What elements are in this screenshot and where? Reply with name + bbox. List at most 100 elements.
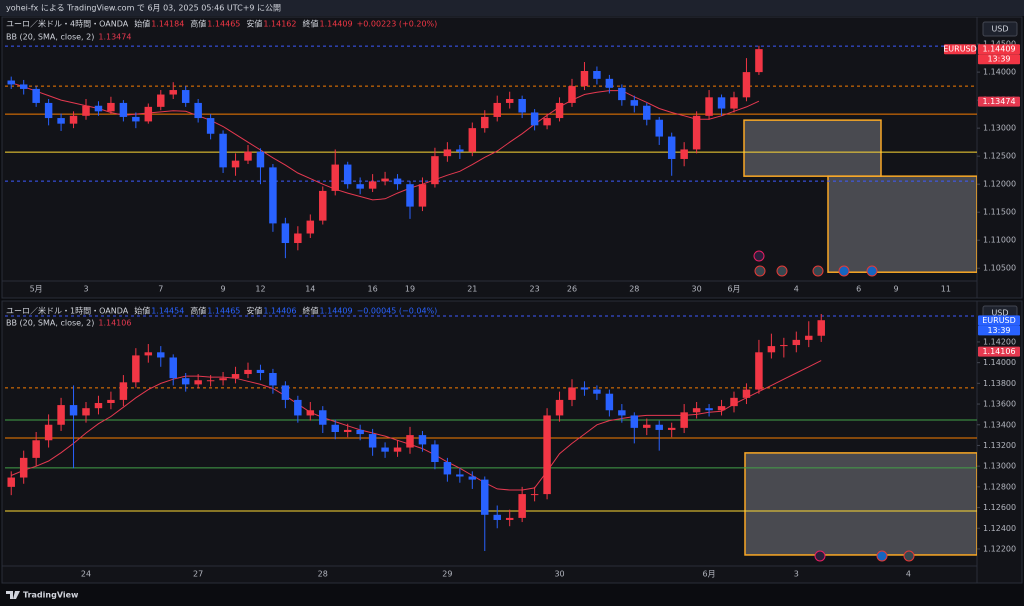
price-change: +0.00223 (+0.20%) (357, 20, 438, 29)
x-tick-label: 6月 (727, 285, 740, 294)
candle-body (244, 369, 252, 375)
candle-body (206, 380, 215, 382)
candle-body (580, 70, 589, 87)
indicator-value: 1.13474 (98, 33, 131, 42)
y-tick-label: 1.14000 (983, 358, 1016, 367)
candle-body (294, 399, 302, 416)
candle-body (705, 408, 713, 411)
y-tick-label: 1.13000 (983, 462, 1016, 471)
candle-body (730, 397, 738, 407)
currency: USD (991, 25, 1008, 34)
x-tick-label: 30 (692, 285, 702, 294)
candle-body (393, 178, 402, 185)
candle-body (7, 80, 15, 85)
x-tick-label: 28 (318, 570, 328, 579)
indicator-name: BB (20, SMA, close, 2) (6, 319, 94, 328)
x-tick-label: 27 (193, 570, 203, 579)
candle-body (157, 94, 165, 107)
symbol-badge-bg (978, 315, 1020, 326)
candle-body (194, 102, 202, 119)
y-tick-label: 1.13800 (983, 379, 1016, 388)
candle-body (593, 389, 601, 394)
x-tick-label: 24 (81, 570, 91, 579)
candle-body (57, 118, 65, 124)
ohlc-label: 安値 (246, 306, 262, 316)
candle-body (181, 378, 190, 385)
candle-body (19, 457, 28, 478)
plots: 1.145001.140001.135001.130001.125001.120… (5, 19, 1020, 579)
x-tick-label: 9 (221, 285, 226, 294)
candle-body (555, 399, 564, 416)
candle-body (44, 424, 53, 441)
candle-body (555, 102, 564, 119)
ohlc-label: 高値 (190, 19, 206, 29)
x-tick-label: 30 (554, 570, 564, 579)
event-icon (812, 265, 824, 277)
ohlc-value: 1.14409 (319, 307, 352, 316)
candle-body (94, 105, 103, 112)
y-tick-label: 1.14500 (983, 40, 1016, 49)
candle-body (331, 164, 339, 191)
x-tick-label: 29 (442, 570, 452, 579)
symbol-badge: EURUSD (943, 45, 977, 54)
candle-body (169, 90, 177, 95)
candle-body (82, 105, 90, 116)
candle-body (643, 424, 651, 428)
candle-body (605, 393, 614, 411)
candle-body (443, 149, 452, 157)
ohlc-value: 1.14184 (151, 20, 184, 29)
y-tick-label: 1.11000 (983, 236, 1016, 245)
price-zone (744, 452, 977, 556)
price-zone (827, 175, 977, 273)
candle-body (692, 408, 701, 413)
candle-body (269, 373, 277, 386)
candle-body (219, 378, 227, 381)
y-tick-label: 1.14000 (983, 68, 1016, 77)
candle-body (406, 184, 414, 207)
candle-body (493, 514, 501, 520)
y-tick-label: 1.13200 (983, 441, 1016, 450)
y-tick-label: 1.12500 (983, 152, 1016, 161)
candle-body (742, 389, 751, 398)
candle-body (82, 408, 90, 416)
candle-body (680, 412, 688, 428)
candle-body (505, 517, 514, 520)
countdown-badge-bg (978, 54, 1020, 65)
candle-body (44, 102, 53, 119)
candle-body (356, 184, 364, 189)
candle-body (692, 115, 701, 150)
candle-body (169, 357, 177, 379)
ohlc-label: 高値 (190, 306, 206, 316)
candle-body (319, 410, 327, 425)
candle-body (530, 494, 539, 496)
candle-body (19, 84, 28, 89)
event-icon (876, 550, 888, 562)
candle-body (593, 70, 601, 79)
candle-body (107, 102, 115, 112)
y-tick-label: 1.12600 (983, 503, 1016, 512)
chart-title: ユーロ／米ドル・1時間・OANDA (6, 306, 129, 316)
y-tick-label: 1.13600 (983, 400, 1016, 409)
candle-body (206, 118, 215, 134)
candle-body (157, 352, 165, 358)
event-icon (838, 265, 850, 277)
candle-body (817, 320, 825, 336)
chart-panel: 1.14200 1.14000 1.13800 1.13600 1.13400 1.132… (5, 305, 1020, 579)
ohlc-value: 1.14406 (263, 307, 296, 316)
candle-body (7, 477, 15, 487)
candle-body (543, 415, 551, 495)
event-icon (814, 550, 826, 562)
plot-area (5, 314, 977, 556)
candle-body (618, 410, 626, 416)
candle-body (231, 160, 240, 168)
y-tick-label: 1.12400 (983, 524, 1016, 533)
candle-body (132, 116, 140, 122)
event-icon (753, 250, 765, 262)
candle-body (194, 380, 202, 385)
ohlc-value: 1.14162 (263, 20, 296, 29)
candle-body (32, 440, 40, 458)
candle-body (443, 462, 452, 475)
y-tick-label: 1.14200 (983, 337, 1016, 346)
panel-frame (1, 300, 1023, 584)
candle-body (493, 102, 501, 117)
